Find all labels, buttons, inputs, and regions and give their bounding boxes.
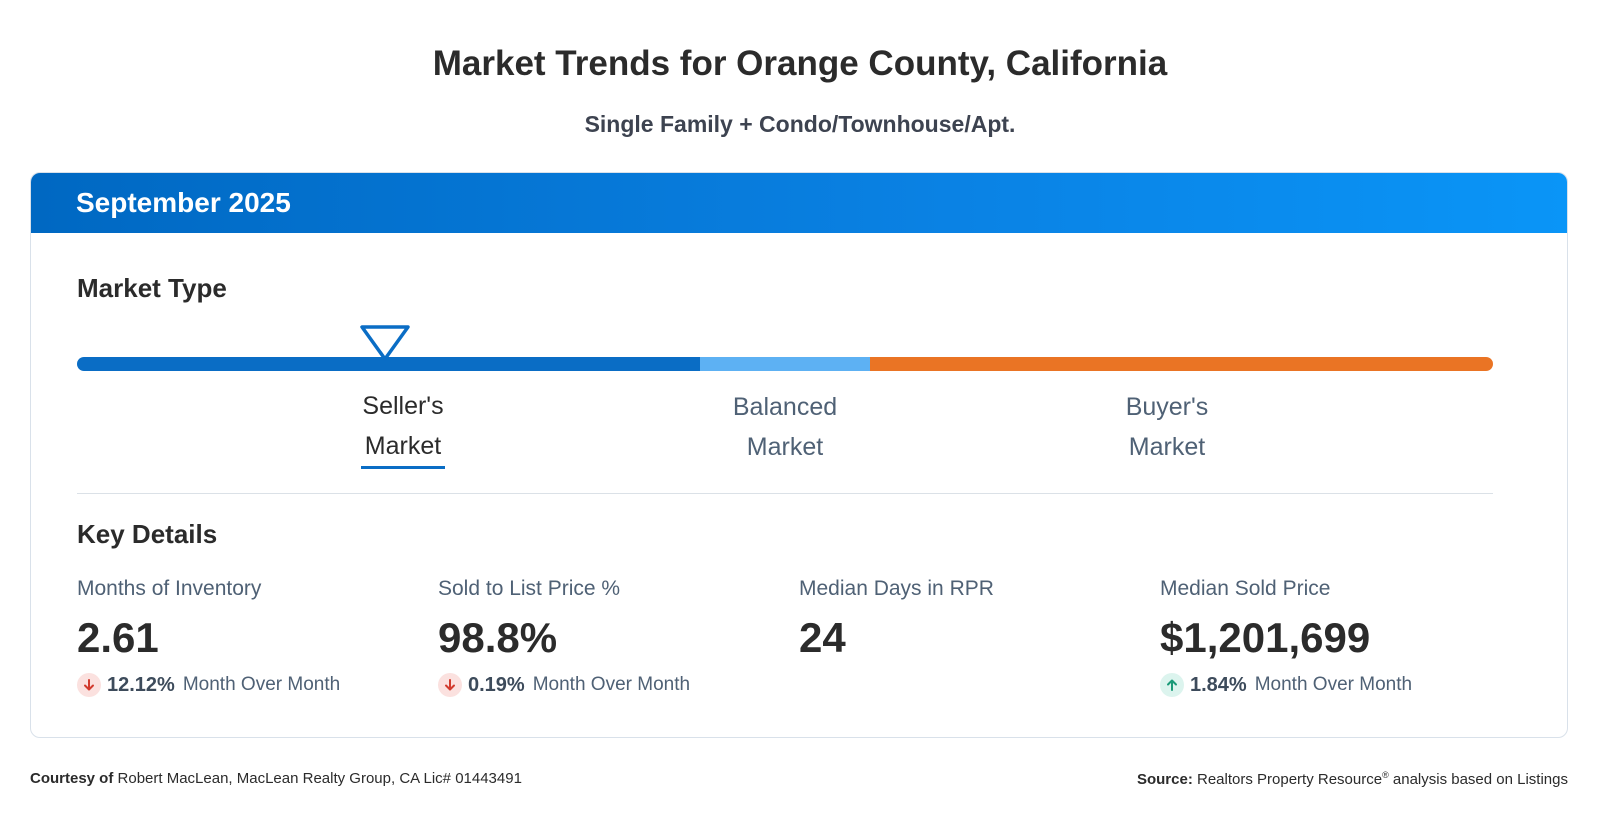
seller-market-label-line2: Market (364, 432, 442, 460)
courtesy-footer: Courtesy of Robert MacLean, MacLean Real… (30, 770, 522, 787)
buyer-market-label-line1: Buyer's (1125, 393, 1209, 421)
buyer-market-label-line2: Market (1128, 433, 1206, 461)
stat-label: Sold to List Price % (438, 577, 621, 600)
arrow-down-icon (77, 673, 101, 697)
courtesy-label: Courtesy of (30, 770, 114, 787)
stat-value: 2.61 (77, 614, 159, 661)
stat-label: Median Sold Price (1160, 577, 1331, 600)
change-percent: 12.12% (107, 673, 175, 696)
stat-value: $1,201,699 (1160, 614, 1371, 661)
arrow-down-icon (438, 673, 462, 697)
change-percent: 0.19% (468, 673, 525, 696)
stat-median-sold-price: Median Sold Price $1,201,699 1.84% Month… (1160, 577, 1500, 697)
source-label: Source: (1136, 771, 1193, 788)
registered-mark: ® (1382, 770, 1389, 780)
source-text: analysis based on Listings (1388, 771, 1568, 788)
balanced-market-label: Balanced Market (715, 387, 855, 467)
courtesy-text: Robert MacLean, MacLean Realty Group, CA… (117, 770, 522, 787)
period-label: September 2025 (76, 187, 291, 218)
stat-label: Median Days in RPR (799, 577, 994, 600)
market-type-heading: Market Type (77, 273, 227, 303)
balanced-market-bar (700, 357, 870, 371)
change-period-label: Month Over Month (532, 674, 691, 695)
seller-market-label: Seller's Market (331, 386, 475, 466)
seller-market-bar (77, 357, 700, 371)
change-period-label: Month Over Month (182, 674, 341, 695)
market-pointer-icon (360, 325, 410, 361)
seller-market-label-line1: Seller's (362, 392, 444, 420)
section-divider (77, 493, 1493, 494)
balanced-market-label-line2: Market (746, 433, 824, 461)
stat-value: 98.8% (438, 614, 558, 661)
stat-months-of-inventory: Months of Inventory 2.61 12.12% Month Ov… (77, 577, 417, 697)
stat-change: 0.19% Month Over Month (438, 673, 778, 697)
stat-label: Months of Inventory (77, 577, 262, 600)
market-trends-card: September 2025 Market Type Seller's Mark… (30, 172, 1568, 738)
change-percent: 1.84% (1190, 673, 1247, 696)
source-footer: Source: Realtors Property Resource® anal… (1137, 770, 1568, 788)
stat-sold-to-list-price: Sold to List Price % 98.8% 0.19% Month O… (438, 577, 778, 697)
stat-change: 12.12% Month Over Month (77, 673, 417, 697)
buyer-market-label: Buyer's Market (1097, 387, 1237, 467)
stat-median-days-in-rpr: Median Days in RPR 24 (799, 577, 1139, 663)
arrow-up-icon (1160, 673, 1184, 697)
stat-change: 1.84% Month Over Month (1160, 673, 1500, 697)
card-header: September 2025 (31, 173, 1567, 233)
page-subtitle: Single Family + Condo/Townhouse/Apt. (584, 111, 1016, 137)
stat-value: 24 (799, 614, 846, 661)
buyer-market-bar (870, 357, 1493, 371)
page-title: Market Trends for Orange County, Califor… (432, 44, 1168, 83)
change-period-label: Month Over Month (1254, 674, 1413, 695)
balanced-market-label-line1: Balanced (732, 393, 838, 421)
source-name: Realtors Property Resource (1197, 771, 1383, 788)
key-details-heading: Key Details (77, 519, 218, 549)
selected-market-underline (361, 466, 445, 469)
